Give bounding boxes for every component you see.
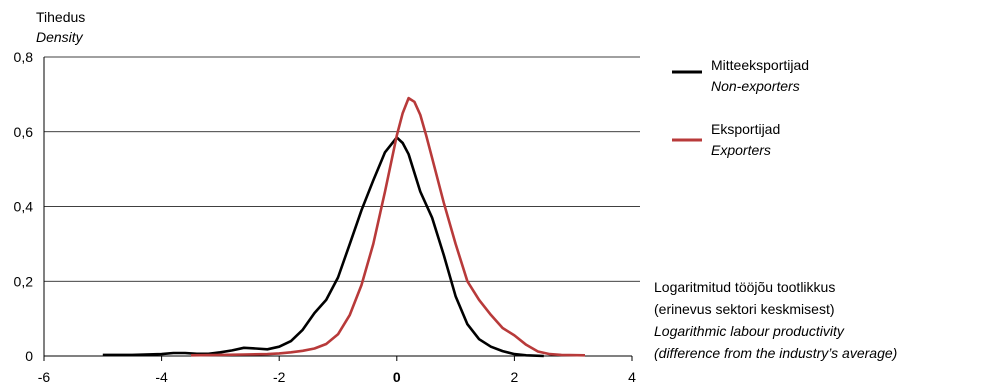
x-axis-label-line-2: Logarithmic labour productivity [654,323,845,339]
y-axis-label: Tihedus [36,9,85,25]
y-tick-labels: 0 0,2 0,4 0,6 0,8 [14,49,34,364]
series-lines [102,96,586,358]
legend-label-non-exporters: Mitteeksportijad [711,57,809,73]
y-tick-label-1: 0,2 [14,273,34,289]
legend-label-exporters-en: Exporters [711,142,771,158]
y-axis-label-en: Density [36,29,84,45]
x-tick-labels: -6 -4 -2 0 2 4 [38,356,636,385]
x-tick-label-1: -4 [155,369,168,385]
legend-label-non-exporters-en: Non-exporters [711,78,800,94]
x-tick-label-4: 2 [511,369,519,385]
x-tick-label-5: 4 [628,369,636,385]
series-line-non-exporters [102,136,544,358]
x-tick-label-2: -2 [273,369,286,385]
grid-lines [44,56,640,282]
x-tick-label-3: 0 [393,369,401,385]
y-tick-label-2: 0,4 [14,199,34,215]
y-tick-label-4: 0,8 [14,49,34,65]
y-tick-label-0: 0 [25,348,33,364]
series-line-exporters [190,96,586,357]
y-tick-label-3: 0,6 [14,124,34,140]
x-axis-label-line-1: (erinevus sektori keskmisest) [654,301,835,317]
x-axis-label-line-3: (difference from the industry’s average) [654,345,897,361]
legend-label-exporters: Eksportijad [711,121,780,137]
x-axis-label: Logaritmitud tööjõu tootlikkus (erinevus … [654,279,897,361]
x-tick-label-0: -6 [38,369,51,385]
x-axis-label-line-0: Logaritmitud tööjõu tootlikkus [654,279,835,295]
legend: Mitteeksportijad Non-exporters Eksportij… [672,57,809,158]
